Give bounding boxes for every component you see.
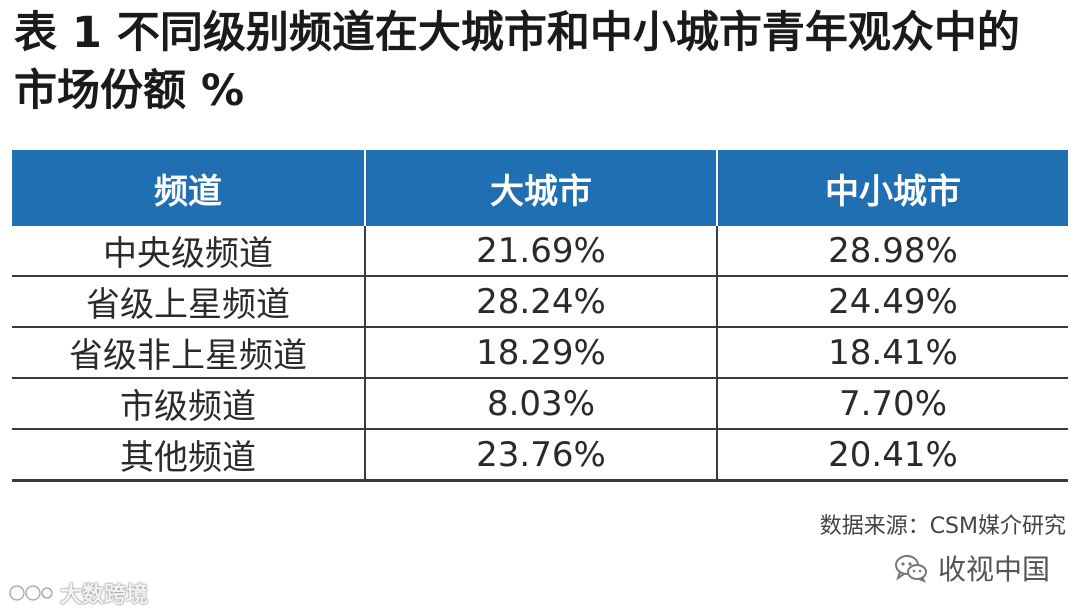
- table-row: 省级上星频道 28.24% 24.49%: [12, 276, 1068, 328]
- table-title-line-1: 表 1 不同级别频道在大城市和中小城市青年观众中的: [14, 8, 1020, 58]
- table-row: 省级非上星频道 18.29% 18.41%: [12, 327, 1068, 379]
- big-city-share-cell: 8.03%: [364, 378, 717, 430]
- brand-watermark: 大数跨境: [8, 577, 148, 609]
- column-header-small-city: 中小城市: [716, 150, 1068, 226]
- wechat-icon: [894, 553, 928, 583]
- small-city-share-cell: 28.98%: [716, 226, 1068, 277]
- channel-cell: 省级上星频道: [12, 276, 365, 328]
- data-source-note: 数据来源：CSM媒介研究: [819, 514, 1066, 539]
- wechat-account-watermark: 收视中国: [894, 548, 1050, 588]
- channel-cell: 省级非上星频道: [12, 327, 365, 379]
- big-city-share-cell: 21.69%: [364, 226, 717, 277]
- small-city-share-cell: 7.70%: [716, 378, 1068, 430]
- table-header-row: 频道 大城市 中小城市: [12, 150, 1068, 226]
- wechat-account-name: 收视中国: [937, 553, 1050, 586]
- table-row: 中央级频道 21.69% 28.98%: [12, 226, 1068, 277]
- market-share-table-container: 频道 大城市 中小城市 中央级频道 21.69% 28.98% 省级上星频道 2…: [12, 150, 1068, 482]
- column-header-channel: 频道: [12, 150, 365, 226]
- table-row: 其他频道 23.76% 20.41%: [12, 429, 1068, 482]
- brand-watermark-text: 大数跨境: [60, 583, 149, 608]
- small-city-share-cell: 18.41%: [716, 327, 1068, 379]
- market-share-table: 频道 大城市 中小城市 中央级频道 21.69% 28.98% 省级上星频道 2…: [12, 150, 1068, 482]
- channel-cell: 中央级频道: [12, 226, 365, 277]
- small-city-share-cell: 20.41%: [716, 429, 1068, 482]
- column-header-big-city: 大城市: [364, 150, 717, 226]
- table-row: 市级频道 8.03% 7.70%: [12, 378, 1068, 430]
- big-city-share-cell: 18.29%: [364, 327, 717, 379]
- big-city-share-cell: 28.24%: [364, 276, 717, 328]
- channel-cell: 市级频道: [12, 378, 365, 430]
- channel-cell: 其他频道: [12, 429, 365, 482]
- table-title: 表 1 不同级别频道在大城市和中小城市青年观众中的 市场份额 %: [14, 4, 1070, 120]
- big-city-share-cell: 23.76%: [364, 429, 717, 482]
- small-city-share-cell: 24.49%: [716, 276, 1068, 328]
- logo-icon: [8, 581, 54, 605]
- table-title-line-2: 市场份额 %: [14, 66, 245, 116]
